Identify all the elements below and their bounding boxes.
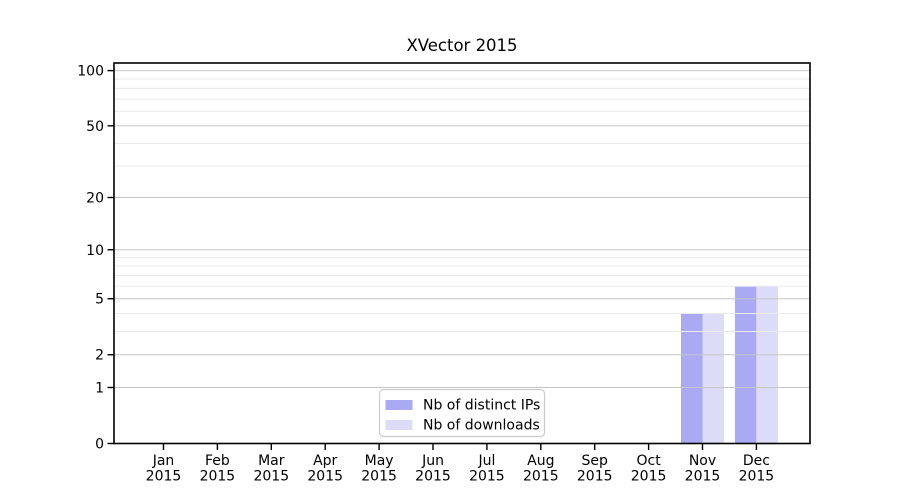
x-tick-label-month-nov: Nov	[689, 453, 716, 469]
y-tick-label-100: 100	[77, 64, 104, 80]
bar-downloads-dec-2015	[756, 286, 778, 444]
legend-swatch-downloads	[385, 420, 413, 430]
legend: Nb of distinct IPs Nb of downloads	[378, 388, 546, 438]
legend-label-distinct-ips: Nb of distinct IPs	[423, 398, 540, 414]
x-tick-label-year-jan: 2015	[146, 469, 182, 485]
y-tick-label-2: 2	[95, 348, 104, 364]
x-tick-label-month-may: May	[365, 453, 394, 469]
axes-spines	[113, 62, 811, 445]
x-tick-label-month-apr: Apr	[313, 453, 337, 469]
minor-gridlines	[114, 78, 810, 332]
x-tick-label-year-dec: 2015	[739, 469, 775, 485]
y-tick-label-0: 0	[95, 437, 104, 453]
x-tick-label-year-oct: 2015	[631, 469, 667, 485]
bars-group	[681, 286, 778, 444]
x-tick-label-year-sep: 2015	[577, 469, 613, 485]
legend-swatch-distinct-ips	[385, 400, 413, 410]
legend-label-downloads: Nb of downloads	[423, 418, 540, 434]
x-tick-label-year-nov: 2015	[685, 469, 721, 485]
x-tick-label-month-mar: Mar	[258, 453, 285, 469]
x-tick-label-month-jan: Jan	[152, 453, 175, 469]
x-tick-label-year-aug: 2015	[523, 469, 559, 485]
x-tick-label-year-feb: 2015	[200, 469, 236, 485]
x-tick-label-year-mar: 2015	[253, 469, 289, 485]
x-tick-label-month-jun: Jun	[421, 453, 444, 469]
chart-title: XVector 2015	[406, 36, 517, 55]
bar-distinct-ips-dec-2015	[734, 286, 757, 444]
x-tick-label-year-jul: 2015	[469, 469, 505, 485]
x-tick-label-month-oct: Oct	[636, 453, 661, 469]
x-tick-label-year-may: 2015	[361, 469, 397, 485]
y-tick-label-1: 1	[95, 380, 104, 396]
y-tick-label-5: 5	[95, 292, 104, 308]
y-axis: 0 1 2 5 10 20 50 100	[77, 64, 114, 453]
x-tick-label-month-feb: Feb	[205, 453, 230, 469]
x-tick-label-year-jun: 2015	[415, 469, 451, 485]
bar-downloads-nov-2015	[702, 313, 724, 444]
y-tick-label-50: 50	[86, 119, 104, 135]
y-tick-label-20: 20	[86, 191, 104, 207]
x-tick-label-month-aug: Aug	[527, 453, 554, 469]
x-tick-label-month-dec: Dec	[743, 453, 770, 469]
x-tick-label-year-apr: 2015	[307, 469, 343, 485]
y-tick-label-10: 10	[86, 243, 104, 259]
legend-box	[378, 388, 546, 438]
x-axis: Jan2015Feb2015Mar2015Apr2015May2015Jun20…	[146, 443, 775, 485]
x-tick-label-month-sep: Sep	[582, 453, 609, 469]
x-tick-label-month-jul: Jul	[477, 453, 495, 469]
bar-distinct-ips-nov-2015	[681, 313, 703, 444]
major-gridlines	[114, 70, 810, 388]
